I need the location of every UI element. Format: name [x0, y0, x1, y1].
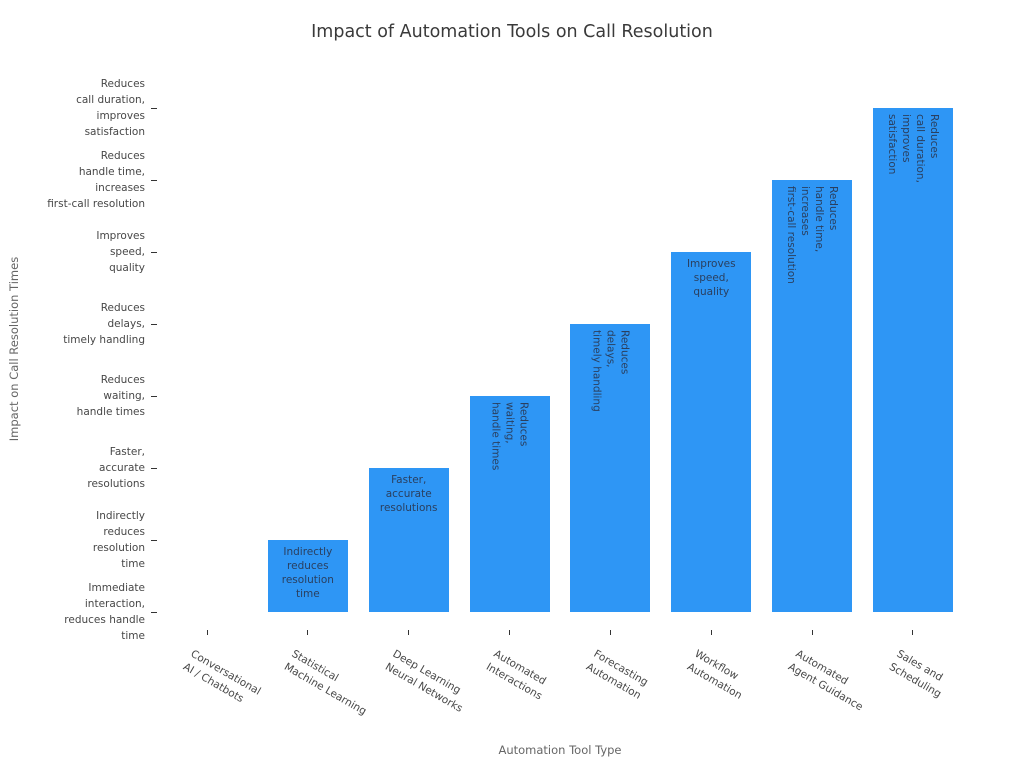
bar-deep-learning-neural-networks: Faster, accurate resolutions [368, 468, 449, 612]
y-tick-mark [151, 467, 157, 469]
bar-workflow-automation: Improves speed, quality [671, 252, 752, 612]
x-tick-label-forecasting-automation: Forecasting Automation [584, 647, 651, 702]
y-tick-mark [151, 323, 157, 325]
y-tick-label: Reduces handle time, increases first-cal… [47, 150, 145, 210]
y-tick-mark [151, 395, 157, 397]
x-axis-title: Automation Tool Type [498, 743, 622, 757]
bar-label-wrap: Reduces delays, timely handling [570, 324, 650, 612]
bar-label: Indirectly reduces resolution time [281, 546, 334, 600]
bar-automated-interactions: Reduces waiting, handle times [469, 396, 550, 612]
y-tick-label: Improves speed, quality [96, 230, 145, 274]
x-tick-label-automated-interactions: Automated Interactions [483, 647, 548, 703]
x-tick-label-workflow-automation: Workflow Automation [685, 647, 745, 702]
bar-label: Reduces handle time, increases first-cal… [785, 186, 840, 284]
bar-label: Improves speed, quality [686, 258, 736, 298]
x-tick-label-sales-and-scheduling: Sales and Scheduling [886, 647, 945, 701]
bar-label: Faster, accurate resolutions [379, 474, 438, 514]
bar-label: Reduces waiting, handle times [489, 402, 530, 471]
bar-label-wrap: Reduces handle time, increases first-cal… [772, 180, 852, 612]
bar-sales-and-scheduling: Reduces call duration, improves satisfac… [872, 108, 953, 612]
x-tick-label-deep-learning-neural-networks: Deep Learning Neural Networks [382, 647, 465, 715]
bar-automated-agent-guidance: Reduces handle time, increases first-cal… [772, 180, 853, 612]
bar-label-wrap: Reduces call duration, improves satisfac… [873, 108, 953, 612]
x-tick-mark [912, 630, 914, 635]
bar-label: Reduces delays, timely handling [590, 330, 631, 412]
x-tick-mark [710, 630, 712, 635]
y-tick-label: Immediate interaction, reduces handle ti… [64, 582, 145, 642]
x-tick-mark [307, 630, 309, 635]
y-tick-label: Reduces waiting, handle times [76, 374, 145, 418]
y-tick-label: Faster, accurate resolutions [87, 446, 145, 490]
bar-statistical-machine-learning: Indirectly reduces resolution time [267, 540, 348, 612]
x-tick-label-statistical-machine-learning: Statistical Machine Learning [281, 647, 369, 718]
y-tick-mark [151, 251, 157, 253]
y-tick-mark [151, 611, 157, 613]
y-tick-mark [151, 107, 157, 109]
bar-label-wrap: Reduces waiting, handle times [470, 396, 550, 612]
y-tick-label: Indirectly reduces resolution time [92, 510, 145, 570]
x-tick-mark [609, 630, 611, 635]
y-tick-label: Reduces call duration, improves satisfac… [76, 78, 145, 138]
y-tick-mark [151, 539, 157, 541]
bar-forecasting-automation: Reduces delays, timely handling [570, 324, 651, 612]
chart-title: Impact of Automation Tools on Call Resol… [311, 22, 713, 42]
x-tick-label-automated-agent-guidance: Automated Agent Guidance [786, 647, 865, 714]
y-tick-mark [151, 179, 157, 181]
x-tick-mark [206, 630, 208, 635]
bar-label: Reduces call duration, improves satisfac… [885, 114, 940, 183]
x-tick-mark [509, 630, 511, 635]
y-tick-label: Reduces delays, timely handling [63, 302, 145, 346]
x-tick-mark [811, 630, 813, 635]
x-tick-mark [408, 630, 410, 635]
x-tick-label-conversational-ai-chatbots: Conversational AI / Chatbots [181, 647, 263, 706]
